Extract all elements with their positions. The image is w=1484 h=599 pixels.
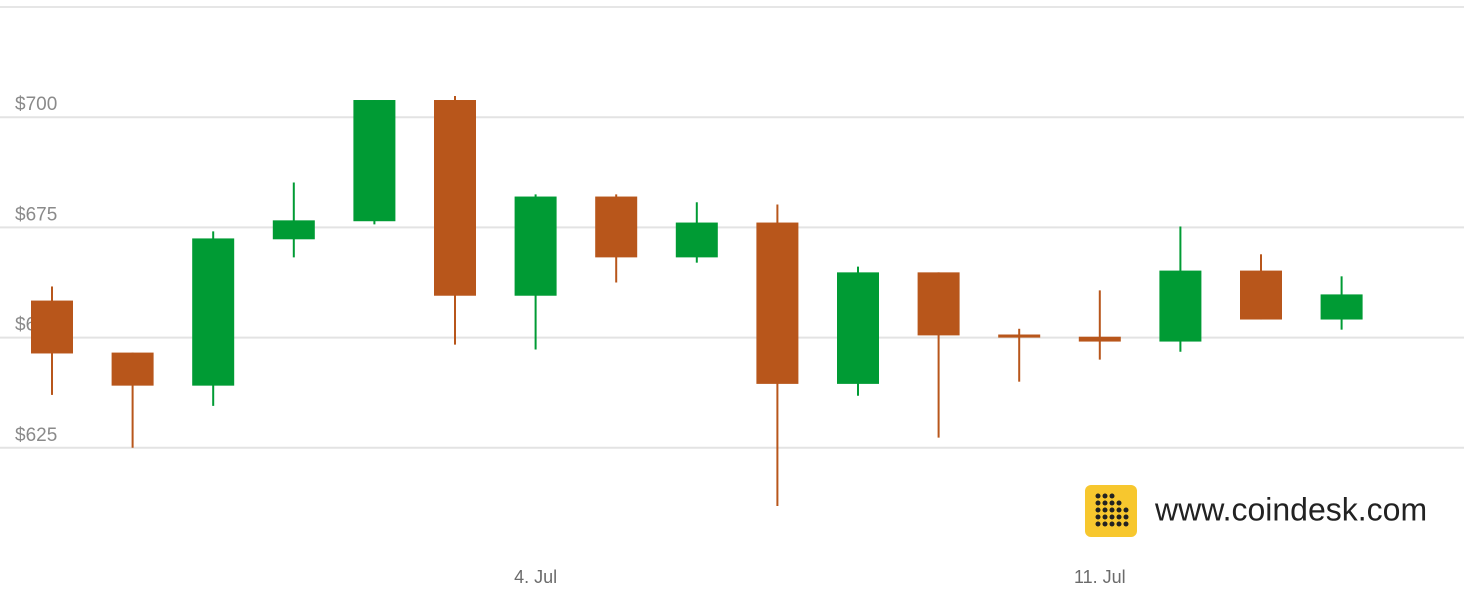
candle-body	[434, 100, 476, 296]
candle-body	[837, 272, 879, 384]
candle-body	[756, 222, 799, 384]
candle-body	[675, 222, 718, 258]
candle-body	[1240, 270, 1282, 320]
candle-body	[917, 272, 960, 336]
candle-body	[1320, 294, 1363, 320]
watermark: www.coindesk.com	[1154, 491, 1427, 527]
candle-body	[192, 238, 235, 386]
candle-body	[514, 196, 557, 296]
y-tick-label: $700	[15, 94, 57, 115]
candle-body	[998, 334, 1041, 338]
candle-body	[31, 300, 73, 354]
candle-body	[353, 100, 396, 222]
candle-body	[1078, 336, 1121, 342]
x-tick-label: 4. Jul	[514, 567, 557, 587]
candle-body	[595, 196, 638, 258]
x-tick-label: 11. Jul	[1074, 567, 1126, 587]
logo-dots	[1095, 493, 1129, 527]
y-tick-label: $625	[15, 425, 57, 446]
candle-body	[272, 220, 315, 240]
y-tick-label: $675	[15, 204, 57, 225]
candle-body	[111, 352, 154, 386]
logo	[1085, 485, 1137, 537]
candle-body	[1159, 270, 1202, 342]
